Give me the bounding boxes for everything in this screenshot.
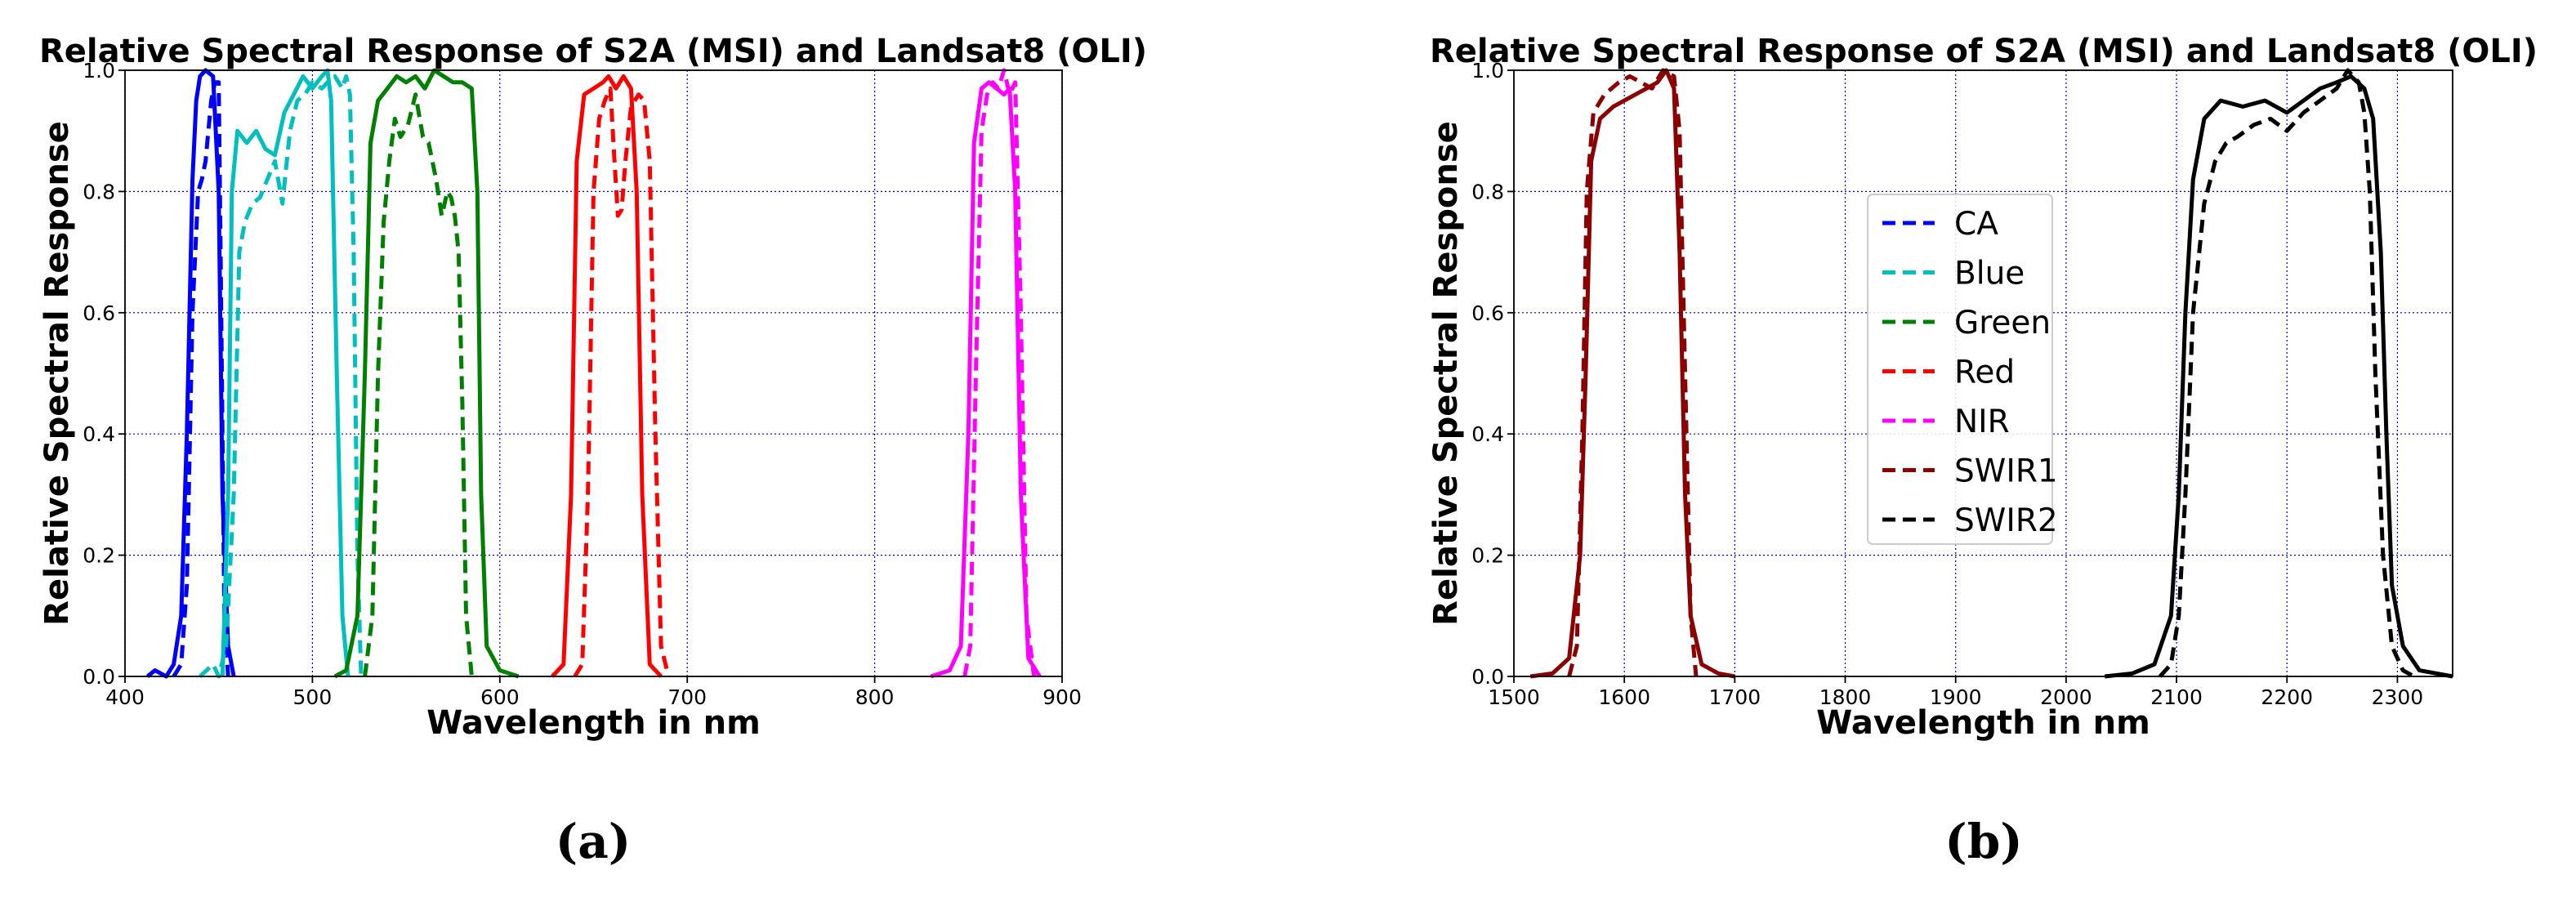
- panel-caption: (a): [556, 814, 631, 869]
- legend-label: CA: [1954, 206, 1998, 243]
- x-tick-label: 600: [480, 685, 520, 709]
- chart-panel-b: Relative Spectral Response of S2A (MSI) …: [1427, 33, 2538, 869]
- x-tick-label: 900: [1042, 685, 1082, 709]
- x-tick-label: 1700: [1709, 685, 1761, 709]
- y-tick-label: 0.6: [1471, 301, 1504, 325]
- tick-labels: 400 500 600 700 800 900 0.0 0.2 0.4 0.6 0.8 1.0: [83, 59, 1082, 709]
- legend-label: SWIR2: [1954, 502, 2058, 539]
- x-tick-label: 1900: [1930, 685, 1982, 709]
- series-line-green-oli: [363, 92, 474, 677]
- y-axis-label: Relative Spectral Response: [38, 121, 76, 626]
- x-tick-label: 1800: [1819, 685, 1872, 709]
- series-line-ca-oli: [172, 80, 230, 678]
- x-axis-label: Wavelength in nm: [1816, 704, 2150, 742]
- chart-title: Relative Spectral Response of S2A (MSI) …: [1430, 33, 2538, 70]
- chart-panel-a: Relative Spectral Response of S2A (MSI) …: [38, 33, 1147, 869]
- series-line-blue-msi: [220, 68, 350, 677]
- y-tick-label: 1.0: [1471, 59, 1504, 83]
- x-tick-label: 2300: [2372, 685, 2424, 709]
- y-axis-label: Relative Spectral Response: [1427, 121, 1465, 626]
- x-tick-label: 500: [293, 685, 333, 709]
- series-line-red-msi: [551, 74, 663, 678]
- x-tick-label: 2200: [2261, 685, 2313, 709]
- plot-frame: [1513, 69, 2453, 677]
- legend-label: Red: [1954, 355, 2015, 391]
- series-line-nir-msi: [930, 80, 1042, 679]
- x-tick-label: 700: [667, 685, 707, 709]
- tick-labels: 1500 1600 1700 1800 1900 2000 2100 2200 2300 0.0 0…: [1471, 59, 2423, 709]
- x-tick-label: 2100: [2150, 685, 2203, 709]
- series-line-nir-oli: [962, 68, 1037, 677]
- legend-box: [1867, 194, 2053, 545]
- legend: CA Blue Green Red NIR SWIR1 SWIR2: [1867, 194, 2058, 545]
- y-tick-label: 0.8: [83, 180, 115, 203]
- x-tick-label: 800: [855, 685, 895, 709]
- chart-title: Relative Spectral Response of S2A (MSI) …: [39, 33, 1147, 70]
- x-tick-label: 400: [105, 685, 145, 709]
- legend-label: Blue: [1954, 256, 2025, 292]
- series-line-ca-msi: [145, 68, 236, 679]
- x-tick-label: 2000: [2040, 685, 2092, 709]
- series-lines: [1529, 68, 2453, 679]
- y-tick-label: 0.0: [83, 665, 115, 689]
- series-line-swir2-msi: [2104, 74, 2453, 679]
- y-tick-label: 1.0: [83, 59, 115, 83]
- series-line-blue-oli: [199, 74, 364, 679]
- y-tick-label: 0.2: [83, 544, 115, 568]
- y-tick-label: 0.0: [1471, 665, 1504, 689]
- legend-label: SWIR1: [1954, 453, 2058, 490]
- y-tick-label: 0.6: [83, 301, 115, 325]
- plot-frame: [124, 69, 1063, 677]
- series-line-swir1-msi: [1529, 68, 1735, 679]
- legend-label: Green: [1954, 305, 2051, 341]
- y-tick-label: 0.4: [83, 422, 115, 446]
- y-tick-label: 0.2: [1471, 544, 1504, 568]
- x-tick-label: 1500: [1488, 685, 1540, 709]
- x-axis-label: Wavelength in nm: [426, 704, 761, 742]
- series-line-green-msi: [333, 68, 520, 679]
- x-tick-label: 1600: [1598, 685, 1650, 709]
- panel-caption: (b): [1944, 814, 2022, 869]
- series-line-swir1-oli: [1567, 68, 1699, 677]
- series-line-red-oli: [573, 86, 671, 678]
- series-lines: [145, 68, 1042, 679]
- grid-lines: [124, 69, 1063, 677]
- series-line-swir2-oli: [2158, 68, 2415, 679]
- legend-label: NIR: [1954, 404, 2010, 440]
- y-tick-label: 0.8: [1471, 180, 1504, 203]
- y-tick-label: 0.4: [1471, 422, 1504, 446]
